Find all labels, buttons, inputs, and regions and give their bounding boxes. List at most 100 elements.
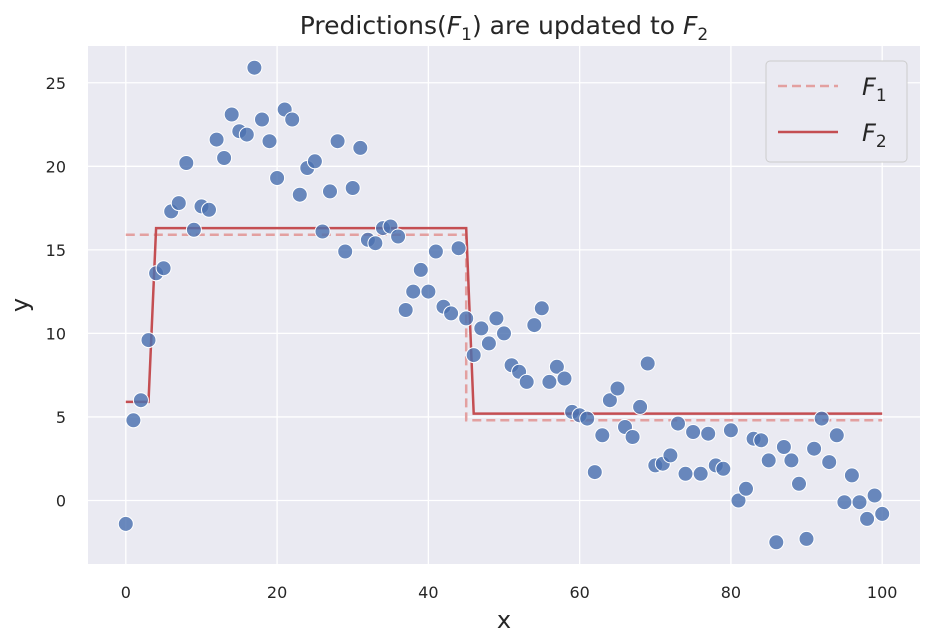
data-point [496,325,512,342]
data-point [677,465,694,482]
data-point [254,111,270,128]
y-tick-label: 25 [46,74,66,93]
data-point [722,422,739,439]
data-point [685,424,702,440]
data-point [798,530,815,547]
data-point [760,452,777,469]
data-point [269,170,286,186]
y-tick-label: 0 [56,492,66,511]
data-point [624,429,641,445]
data-point [473,320,490,337]
data-point [465,347,482,364]
data-point [170,195,187,212]
data-point [586,464,603,481]
data-point [730,492,747,509]
data-point [291,186,308,203]
data-point [405,283,422,300]
data-point [783,452,800,469]
x-tick-label: 20 [267,583,287,602]
legend-f2-label: F2 [862,119,887,152]
data-point [806,440,823,457]
data-point [518,373,535,390]
data-point [632,398,649,415]
data-point [185,221,202,238]
data-point [125,412,142,429]
data-point [662,447,679,464]
data-point [238,126,255,143]
data-point [548,358,565,375]
data-point [791,475,807,492]
data-point [753,432,770,449]
x-tick-label: 80 [721,583,741,602]
data-point [768,534,785,551]
data-point [132,392,149,409]
data-point [541,373,558,390]
data-point [140,332,157,349]
x-tick-label: 0 [121,583,131,602]
data-point [155,260,172,277]
data-point [458,310,475,327]
y-axis-label: y [6,298,34,312]
data-point [352,139,369,156]
scatter-points [117,59,891,551]
data-point [609,380,626,397]
data-point [601,392,618,409]
data-point [367,235,384,252]
data-point [533,300,550,317]
y-tick-label: 10 [46,324,66,343]
data-point [329,133,346,150]
legend: F1 F2 [765,60,908,163]
data-point [594,427,611,444]
grid [88,46,920,564]
y-tick-labels: 0 5 10 15 20 25 [46,74,66,511]
data-point [836,494,853,511]
data-point [526,317,543,334]
y-tick-label: 15 [46,241,66,260]
data-point [201,201,217,218]
data-point [117,515,134,532]
data-point [775,439,792,455]
data-point [813,410,830,427]
data-point [556,370,573,387]
data-point [738,480,754,497]
data-point [851,494,868,511]
data-point [874,505,891,522]
data-point [866,487,883,504]
x-tick-label: 100 [867,583,898,602]
chart-title: Predictions(F1) are updated to F2 [300,11,708,45]
data-point [488,310,505,327]
data-point [579,410,596,427]
data-point [859,510,876,527]
data-point [828,427,845,444]
data-point [246,59,263,76]
data-point [412,261,429,278]
data-point [692,465,709,482]
data-point [480,335,497,352]
y-tick-label: 20 [46,157,66,176]
data-point [223,106,240,123]
data-point [700,425,717,442]
data-point [420,283,437,300]
y-tick-label: 5 [56,408,66,427]
x-axis-label: x [497,606,511,634]
data-point [216,150,233,166]
data-point [337,243,354,260]
data-point [397,302,414,318]
data-point [344,180,361,196]
x-tick-label: 60 [569,583,589,602]
data-point [715,460,732,477]
data-point [314,223,331,240]
data-point [390,228,407,245]
x-tick-label: 40 [418,583,438,602]
legend-box [765,60,908,163]
data-point [208,131,225,148]
data-point [306,153,323,170]
data-point [670,415,686,432]
data-point [427,243,444,260]
data-point [322,183,338,200]
legend-f1-label: F1 [862,73,887,106]
data-point [639,355,656,372]
data-point [443,305,460,322]
data-point [261,133,278,150]
data-point [178,155,195,171]
